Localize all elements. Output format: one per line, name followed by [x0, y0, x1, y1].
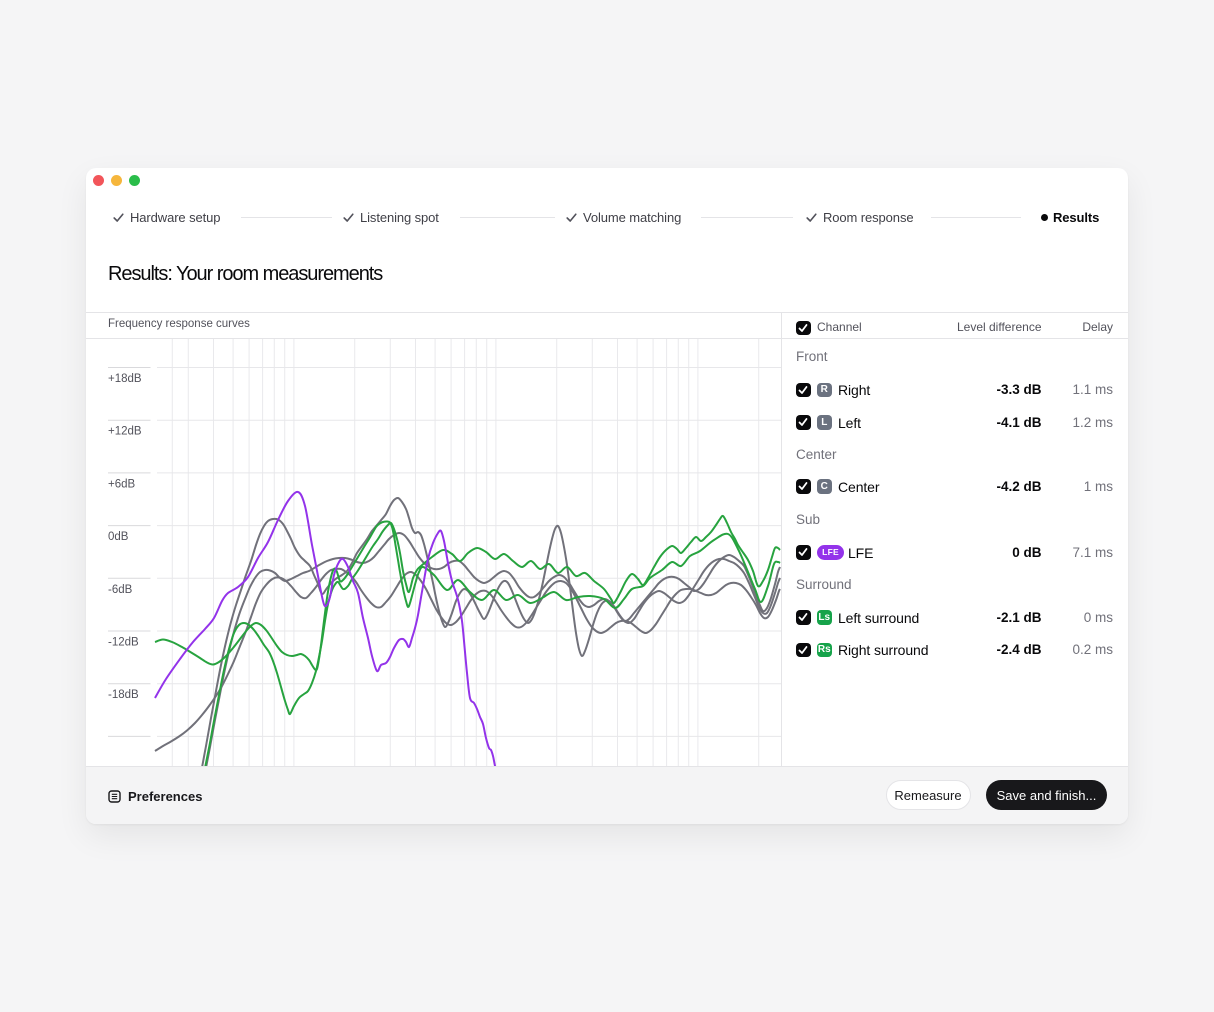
svg-text:-18dB: -18dB — [108, 689, 139, 701]
svg-text:+12dB: +12dB — [108, 426, 142, 438]
svg-text:+6dB: +6dB — [108, 478, 136, 490]
svg-text:-6dB: -6dB — [108, 584, 133, 596]
svg-text:+18dB: +18dB — [108, 373, 142, 385]
svg-text:-12dB: -12dB — [108, 637, 139, 649]
svg-text:0dB: 0dB — [108, 531, 129, 543]
